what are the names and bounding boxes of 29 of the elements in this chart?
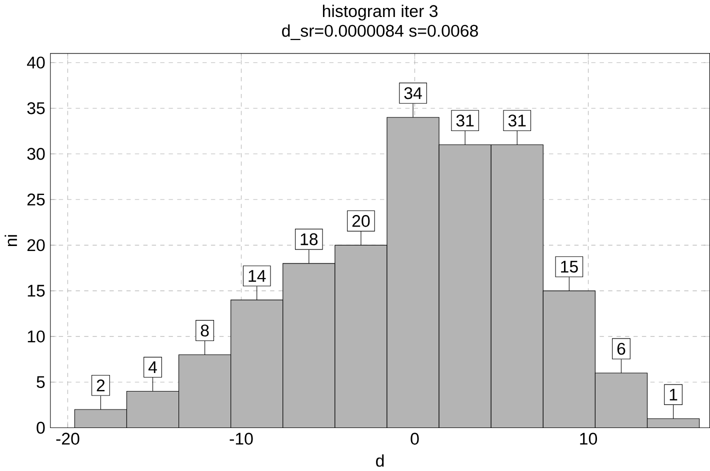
- data-label: 2: [96, 379, 105, 392]
- y-tick-label: 5: [36, 376, 45, 388]
- data-label: 31: [456, 114, 474, 126]
- data-label: 1: [670, 388, 678, 400]
- x-tick-label: 0: [410, 432, 419, 444]
- chart-title: histogram iter 3: [322, 4, 438, 20]
- data-label: 14: [248, 270, 266, 282]
- x-tick-label: 10: [580, 432, 598, 444]
- data-label: 34: [404, 86, 422, 99]
- data-label: 31: [508, 114, 526, 126]
- y-tick-label: 15: [28, 284, 45, 296]
- data-label: 18: [300, 233, 318, 245]
- data-label: 6: [617, 342, 626, 355]
- data-label: 8: [200, 324, 209, 336]
- x-tick-label: -20: [56, 432, 80, 444]
- x-tick-label: -10: [230, 432, 253, 444]
- y-tick-label: 35: [27, 102, 45, 114]
- y-tick-label: 40: [27, 56, 45, 68]
- y-tick-label: 0: [36, 422, 45, 434]
- chart-subtitle: d_sr=0.0000084 s=0.0068: [282, 24, 478, 40]
- data-label: 15: [561, 260, 578, 272]
- y-tick-label: 25: [27, 193, 45, 206]
- y-tick-label: 10: [28, 330, 45, 342]
- data-label: 4: [148, 361, 157, 373]
- y-axis-title: ni: [4, 234, 17, 246]
- x-axis-title: d: [376, 454, 384, 467]
- data-label: 20: [352, 214, 370, 227]
- y-tick-label: 20: [27, 238, 45, 251]
- y-tick-label: 30: [27, 148, 45, 160]
